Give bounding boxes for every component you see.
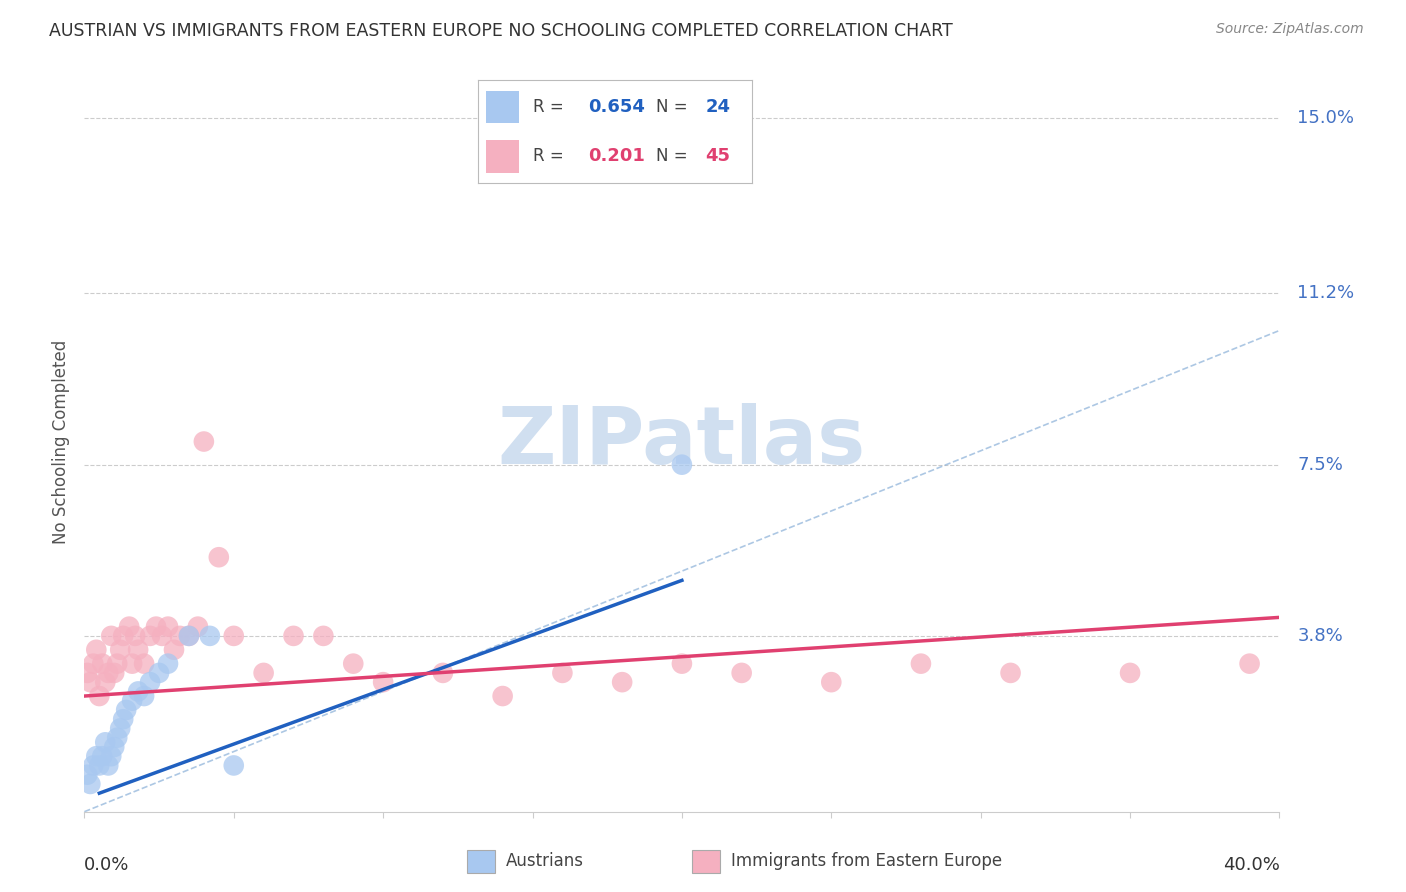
Point xyxy=(112,629,135,643)
Point xyxy=(112,712,135,726)
Point xyxy=(91,749,114,764)
Text: 15.0%: 15.0% xyxy=(1298,109,1354,127)
Point xyxy=(1239,657,1261,671)
Point xyxy=(169,629,191,643)
Point xyxy=(86,749,108,764)
Text: 0.654: 0.654 xyxy=(588,98,644,116)
Text: 7.5%: 7.5% xyxy=(1298,456,1343,474)
Point xyxy=(100,749,122,764)
Bar xyxy=(486,91,519,123)
Point xyxy=(124,629,146,643)
Point xyxy=(145,619,167,633)
Point xyxy=(150,629,173,643)
Text: Austrians: Austrians xyxy=(506,852,583,870)
Point xyxy=(103,665,125,680)
Point xyxy=(100,629,122,643)
Point xyxy=(86,642,108,657)
Point xyxy=(118,619,141,633)
Point xyxy=(79,777,101,791)
Point xyxy=(110,642,132,657)
Point xyxy=(110,722,132,736)
Bar xyxy=(692,850,720,873)
Text: 0.201: 0.201 xyxy=(588,147,644,165)
Point xyxy=(671,458,693,472)
Text: 0.0%: 0.0% xyxy=(84,856,129,874)
Point xyxy=(163,642,186,657)
Text: Immigrants from Eastern Europe: Immigrants from Eastern Europe xyxy=(731,852,1002,870)
Text: ZIPatlas: ZIPatlas xyxy=(498,402,866,481)
Point xyxy=(139,675,162,690)
Point xyxy=(139,629,162,643)
Text: N =: N = xyxy=(657,98,693,116)
Point xyxy=(612,675,634,690)
Point xyxy=(132,689,156,703)
Point xyxy=(373,675,395,690)
Point xyxy=(1119,665,1142,680)
Point xyxy=(671,657,693,671)
Point xyxy=(97,758,120,772)
Point xyxy=(551,665,574,680)
Point xyxy=(432,665,454,680)
Point xyxy=(79,675,101,690)
Text: Source: ZipAtlas.com: Source: ZipAtlas.com xyxy=(1216,22,1364,37)
Point xyxy=(105,731,128,745)
Point xyxy=(731,665,754,680)
Point xyxy=(76,665,98,680)
Point xyxy=(89,689,111,703)
Point xyxy=(127,642,149,657)
Point xyxy=(157,619,180,633)
Point xyxy=(910,657,932,671)
Y-axis label: No Schooling Completed: No Schooling Completed xyxy=(52,340,70,543)
Point xyxy=(187,619,209,633)
Point xyxy=(94,675,117,690)
Text: 45: 45 xyxy=(706,147,731,165)
Point xyxy=(121,657,143,671)
Point xyxy=(222,758,245,772)
Point xyxy=(312,629,335,643)
Text: R =: R = xyxy=(533,147,569,165)
Point xyxy=(94,735,117,749)
Point xyxy=(157,657,180,671)
Bar xyxy=(467,850,495,873)
Point xyxy=(89,758,111,772)
Point xyxy=(132,657,156,671)
Text: 3.8%: 3.8% xyxy=(1298,627,1343,645)
Point xyxy=(103,739,125,754)
Point xyxy=(253,665,276,680)
Point xyxy=(127,684,149,698)
Text: N =: N = xyxy=(657,147,693,165)
Text: 11.2%: 11.2% xyxy=(1298,285,1354,302)
Point xyxy=(82,657,104,671)
Point xyxy=(198,629,221,643)
Point xyxy=(115,703,138,717)
Point xyxy=(222,629,245,643)
Text: 24: 24 xyxy=(706,98,731,116)
Bar xyxy=(486,140,519,173)
Text: R =: R = xyxy=(533,98,569,116)
Point xyxy=(148,665,170,680)
Point xyxy=(820,675,842,690)
Point xyxy=(1000,665,1022,680)
Point xyxy=(177,629,200,643)
Point xyxy=(121,694,143,708)
Text: 40.0%: 40.0% xyxy=(1223,856,1279,874)
Point xyxy=(283,629,305,643)
Point xyxy=(208,550,231,565)
Point xyxy=(177,629,200,643)
Point xyxy=(76,767,98,781)
Point xyxy=(91,657,114,671)
Text: AUSTRIAN VS IMMIGRANTS FROM EASTERN EUROPE NO SCHOOLING COMPLETED CORRELATION CH: AUSTRIAN VS IMMIGRANTS FROM EASTERN EURO… xyxy=(49,22,953,40)
Point xyxy=(342,657,364,671)
Point xyxy=(82,758,104,772)
Point xyxy=(97,665,120,680)
Point xyxy=(105,657,128,671)
Point xyxy=(193,434,215,449)
Point xyxy=(492,689,515,703)
